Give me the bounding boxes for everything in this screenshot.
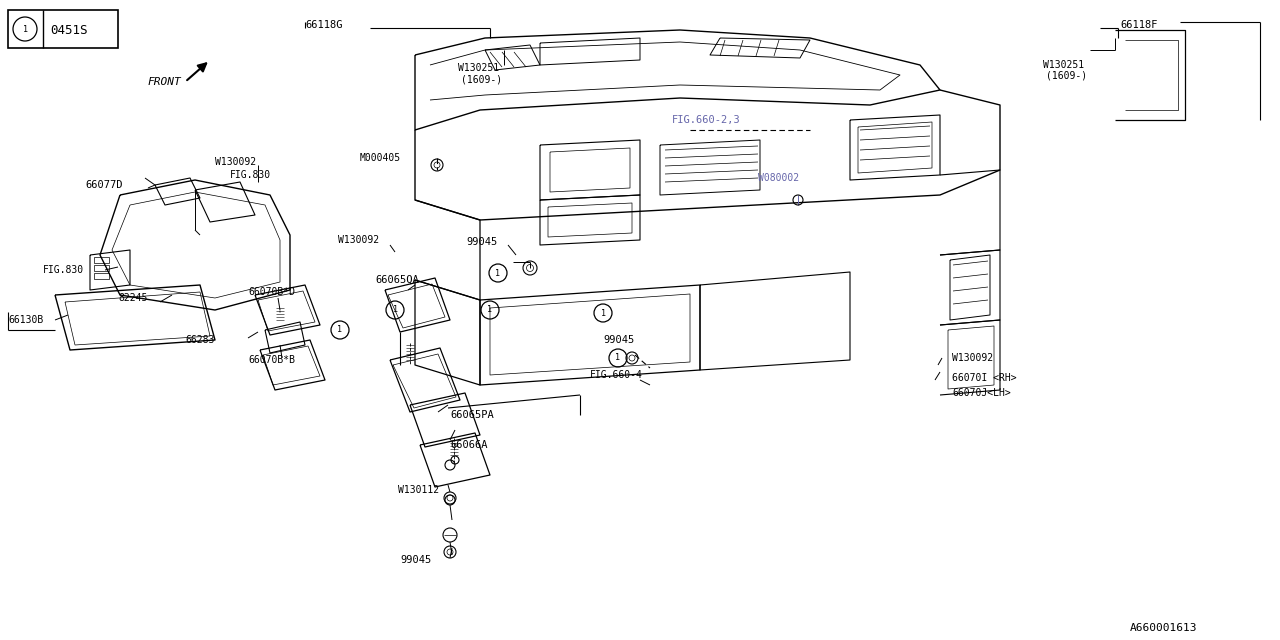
Text: 99045: 99045 — [399, 555, 431, 565]
Text: 99045: 99045 — [466, 237, 497, 247]
Bar — [93, 265, 109, 271]
Text: 1: 1 — [338, 326, 343, 335]
Text: 1: 1 — [495, 269, 500, 278]
Text: 82245: 82245 — [118, 293, 147, 303]
Text: FIG.830: FIG.830 — [44, 265, 84, 275]
Text: 99045: 99045 — [603, 335, 635, 345]
Text: A660001613: A660001613 — [1130, 623, 1198, 633]
Text: M000405: M000405 — [360, 153, 401, 163]
Bar — [8, 10, 118, 48]
Text: W130112: W130112 — [398, 485, 439, 495]
Text: W130092: W130092 — [952, 353, 993, 363]
Text: 66070J<LH>: 66070J<LH> — [952, 388, 1011, 398]
Text: 66066A: 66066A — [451, 440, 488, 450]
Text: FIG.660-4: FIG.660-4 — [590, 370, 643, 380]
Text: W130251: W130251 — [458, 63, 499, 73]
Text: 66077D: 66077D — [84, 180, 123, 190]
Text: 66283: 66283 — [186, 335, 214, 345]
Text: 66070B*D: 66070B*D — [248, 287, 294, 297]
Text: W130092: W130092 — [215, 157, 256, 167]
Text: 66070B*B: 66070B*B — [248, 355, 294, 365]
Text: FRONT: FRONT — [148, 77, 182, 87]
Text: 1: 1 — [488, 305, 493, 314]
Text: 66070I <RH>: 66070I <RH> — [952, 373, 1016, 383]
Text: 0451S: 0451S — [50, 24, 87, 36]
Text: 1: 1 — [600, 308, 605, 317]
Text: FIG.830: FIG.830 — [230, 170, 271, 180]
Text: W130092: W130092 — [338, 235, 379, 245]
Text: 66065PA: 66065PA — [451, 410, 494, 420]
Text: W130251: W130251 — [1043, 60, 1084, 70]
Text: 1: 1 — [393, 305, 398, 314]
Text: (1609-): (1609-) — [1046, 71, 1087, 81]
Text: (1609-): (1609-) — [461, 74, 502, 84]
Bar — [93, 257, 109, 263]
Text: 66118F: 66118F — [1120, 20, 1157, 30]
Text: FIG.660-2,3: FIG.660-2,3 — [672, 115, 741, 125]
Bar — [93, 273, 109, 279]
Text: 1: 1 — [23, 24, 27, 33]
Text: W080002: W080002 — [758, 173, 799, 183]
Text: 66130B: 66130B — [8, 315, 44, 325]
Text: 66118G: 66118G — [305, 20, 343, 30]
Text: 66065QA: 66065QA — [375, 275, 419, 285]
Text: 1: 1 — [616, 353, 621, 362]
